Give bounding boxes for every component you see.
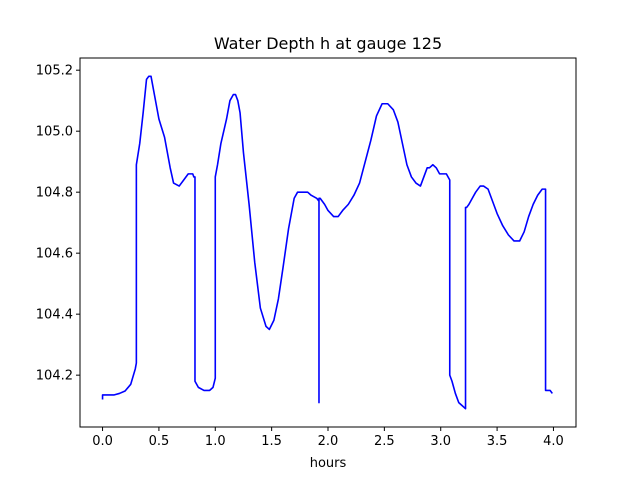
x-tick-label: 1.0 bbox=[205, 434, 226, 449]
x-tick-label: 0.5 bbox=[149, 434, 170, 449]
chart-title: Water Depth h at gauge 125 bbox=[214, 34, 442, 53]
y-tick-label: 104.4 bbox=[36, 308, 73, 323]
y-tick-label: 105.2 bbox=[36, 64, 73, 79]
x-tick-label: 1.5 bbox=[261, 434, 282, 449]
series-layer bbox=[101, 75, 553, 410]
x-axis-label: hours bbox=[310, 456, 347, 471]
x-tick-label: 3.0 bbox=[430, 434, 451, 449]
x-tick-label: 0.0 bbox=[92, 434, 113, 449]
y-tick-label: 104.6 bbox=[36, 247, 73, 262]
y-axis: 104.2 104.4 104.6 104.8 105.0 105.2 bbox=[36, 64, 80, 384]
y-tick-label: 104.8 bbox=[36, 186, 73, 201]
x-tick-label: 3.5 bbox=[487, 434, 508, 449]
x-tick-label: 2.5 bbox=[374, 434, 395, 449]
x-tick-label: 4.0 bbox=[543, 434, 564, 449]
x-tick-label: 2.0 bbox=[318, 434, 339, 449]
y-tick-label: 105.0 bbox=[36, 125, 73, 140]
series-line-0 bbox=[101, 75, 553, 410]
y-tick-label: 104.2 bbox=[36, 369, 73, 384]
x-axis: 0.0 0.5 1.0 1.5 2.0 2.5 3.0 3.5 4.0 bbox=[92, 427, 564, 449]
